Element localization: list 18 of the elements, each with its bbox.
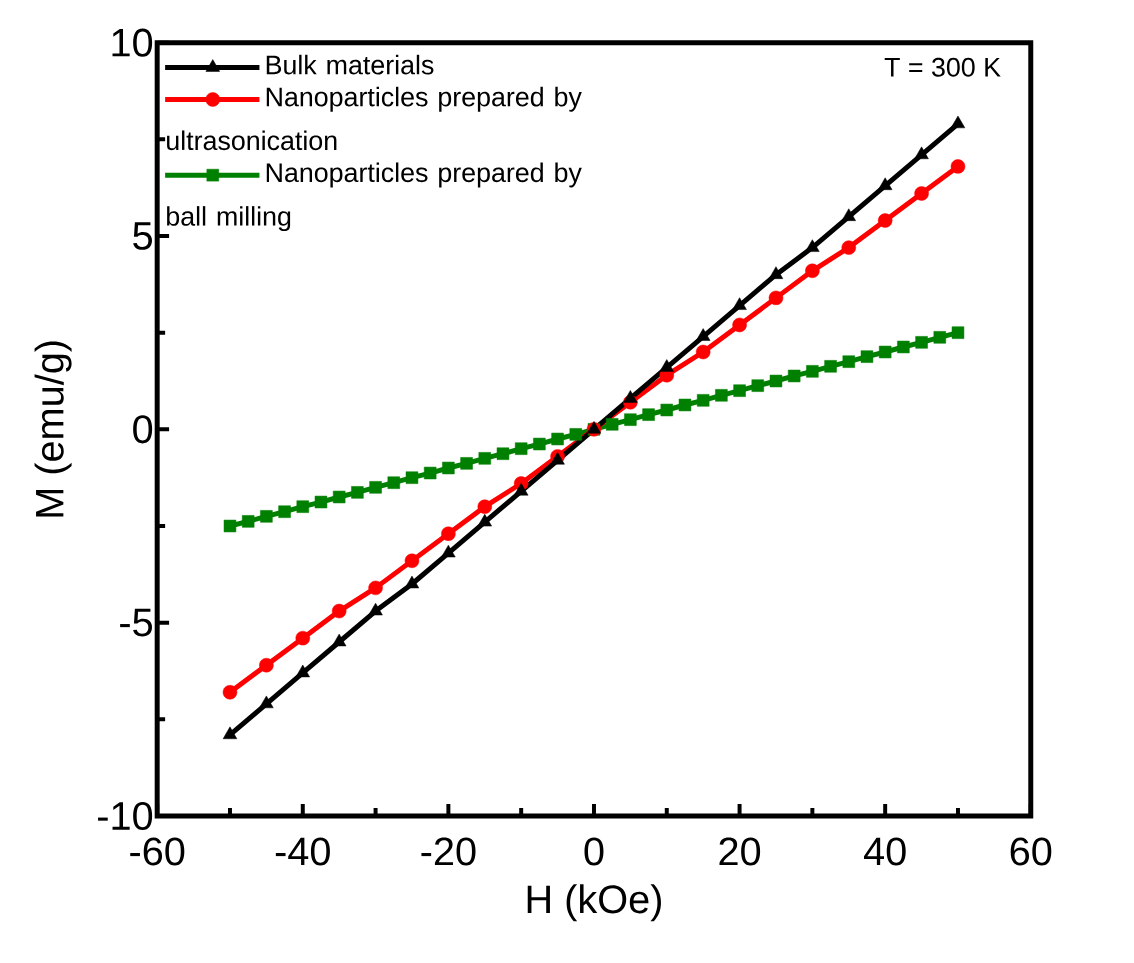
x-tick-label: 0: [584, 837, 604, 866]
x-tick-label: 60: [1010, 837, 1052, 866]
legend-label: Nanoparticles prepared by ball milling: [167, 162, 582, 232]
y-tick-label: -5: [120, 608, 152, 637]
x-tick-label: -20: [421, 837, 476, 866]
legend-label: Bulk materials: [266, 54, 434, 75]
x-axis-title: H (kOe): [527, 884, 661, 922]
y-tick-label: 0: [133, 415, 153, 444]
x-tick-label: 40: [864, 837, 906, 866]
x-tick-label: -60: [130, 837, 185, 866]
y-axis-title: M (emu/g): [34, 341, 72, 517]
x-tick-label: 20: [719, 837, 761, 866]
x-tick-label: -40: [275, 837, 330, 866]
y-tick-label: 5: [133, 222, 152, 250]
legend-label: Nanoparticles prepared by ultrasonication: [167, 86, 582, 151]
annotation: T = 300 K: [884, 57, 1001, 77]
y-tick-label: -10: [98, 801, 153, 831]
y-tick-label: 10: [112, 28, 153, 57]
